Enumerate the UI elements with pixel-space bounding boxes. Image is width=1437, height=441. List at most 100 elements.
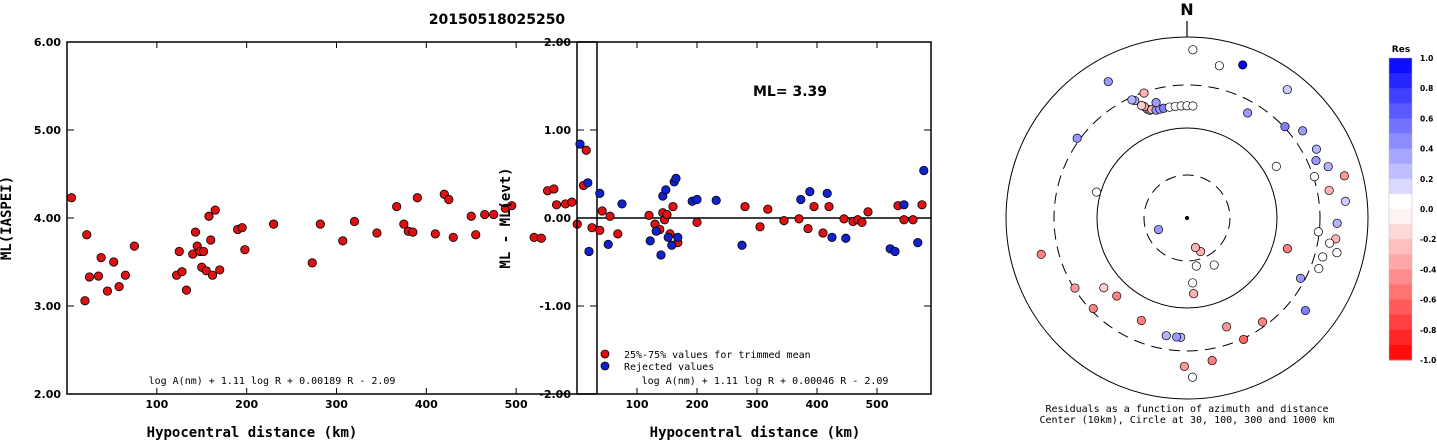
trimmed-residual-point: [899, 215, 909, 225]
ml-vs-distance-ytick-label: 4.00: [34, 212, 61, 225]
rejected-residual-point: [711, 195, 721, 205]
trimmed-residual-point: [613, 229, 623, 239]
residual-vs-distance-xlabel: Hypocentral distance (km): [650, 425, 861, 441]
ml-data-point: [536, 233, 546, 243]
residual-vs-distance-panel: 100 200 300 400 500 -2.00 -1.00 0.00 1.00 2.00 ML…: [498, 36, 932, 441]
colorbar-tick-label: -1.0: [1420, 356, 1436, 365]
ml-vs-distance-plot-frame: [66, 41, 598, 395]
ml-data-point: [215, 265, 225, 275]
colorbar-tick-label: -0.2: [1420, 235, 1436, 244]
ml-vs-distance-points: [66, 145, 591, 306]
ml-data-point: [201, 266, 211, 276]
ml-data-point: [480, 209, 490, 220]
north-label: N: [1180, 0, 1193, 19]
ml-data-point: [93, 271, 104, 281]
trimmed-residual-point: [597, 206, 607, 216]
azimuth-residual-point: [1238, 60, 1248, 70]
azimuth-residual-point: [1188, 45, 1198, 55]
colorbar-cell: [1389, 314, 1412, 331]
azimuth-residual-point: [1036, 249, 1046, 259]
ml-data-point: [551, 200, 562, 210]
ring-1000km: [1005, 36, 1369, 400]
rejected-residual-point: [661, 185, 671, 195]
rejected-residual-point: [656, 250, 666, 260]
ml-data-point: [399, 219, 409, 229]
ml-data-point: [392, 201, 402, 212]
trimmed-residual-point: [755, 222, 765, 232]
azimuth-residual-point: [1136, 315, 1146, 326]
azimuth-residual-point: [1070, 283, 1080, 293]
colorbar-cell: [1389, 329, 1412, 346]
azimuth-residual-point: [1103, 77, 1113, 87]
rejected-residual-point: [827, 232, 837, 242]
azimuth-residual-point: [1188, 101, 1198, 111]
colorbar-tick-label: 0.8: [1420, 84, 1433, 93]
residual-vs-distance-xtick-label: 100: [626, 398, 649, 411]
residual-vs-distance-ytick-label: 2.00: [544, 36, 571, 49]
trimmed-residual-point: [587, 223, 597, 233]
azimuth-residual-point: [1207, 356, 1217, 366]
azimuth-residual-point: [1332, 218, 1342, 228]
rejected-residual-point: [667, 240, 677, 250]
azimuth-residual-point: [1280, 122, 1290, 132]
colorbar-cell: [1389, 118, 1412, 134]
colorbar-cell: [1389, 299, 1412, 316]
residual-vs-distance-ylabel: ML - ML(evt): [498, 167, 514, 268]
azimuth-residual-point: [1088, 303, 1098, 314]
trimmed-residual-point: [779, 216, 789, 226]
colorbar-tick-label: 0.4: [1420, 145, 1433, 154]
trimmed-residual-point: [809, 201, 819, 212]
azimuth-residual-point: [1139, 88, 1149, 98]
residual-vs-distance-ytick-label: -2.00: [539, 388, 571, 401]
azimuth-residual-point: [1127, 95, 1137, 105]
azimuth-residual-point: [1318, 252, 1328, 262]
ml-vs-distance-xtick-label: 200: [235, 398, 258, 411]
rejected-residual-point: [737, 240, 747, 250]
azimuth-residual-point: [1313, 227, 1323, 237]
trimmed-residual-point: [595, 225, 605, 235]
ml-data-point: [581, 145, 591, 155]
colorbar-cell: [1389, 193, 1412, 210]
rejected-residual-point: [805, 187, 815, 197]
colorbar-cell: [1389, 344, 1412, 361]
rejected-residual-point: [822, 188, 832, 198]
rejected-residual-point: [796, 194, 806, 205]
azimuth-residual-point: [1282, 85, 1292, 95]
trimmed-residual-point: [644, 210, 654, 220]
azimuth-residual-point: [1179, 361, 1189, 371]
ml-data-point: [102, 286, 113, 296]
trimmed-residual-point: [692, 217, 702, 227]
trimmed-residual-point: [740, 201, 750, 212]
rejected-residual-point: [617, 199, 627, 209]
colorbar-tick-label: 1.0: [1420, 54, 1433, 63]
ml-data-point: [120, 270, 130, 280]
azimuth-residual-point: [1323, 162, 1333, 172]
ring-100km: [1096, 127, 1278, 309]
trimmed-residual-point: [824, 201, 834, 212]
trimmed-residual-point: [668, 201, 678, 212]
residual-colorbar: Res 1.0 0.8 0.6 0.4 0.2 0.0 -0.2 -0.4 -0.6 -0.8 -1…: [1388, 45, 1436, 365]
ml-vs-distance-xtick-label: 500: [505, 398, 528, 411]
ml-data-point: [177, 267, 187, 277]
azimuth-residual-point: [1314, 264, 1324, 274]
ml-data-point: [66, 193, 77, 203]
ml-data-point: [349, 216, 360, 227]
colorbar-cell: [1389, 239, 1412, 255]
rejected-residual-point: [673, 232, 683, 242]
rejected-residual-point: [645, 236, 655, 246]
ml-data-point: [109, 257, 119, 267]
ml-event-annotation: ML= 3.39: [753, 84, 827, 100]
residual-formula: log A(nm) + 1.11 log R + 0.00046 R - 2.0…: [642, 376, 889, 387]
azimuth-residual-point: [1112, 291, 1122, 301]
legend-marker-rejected: [600, 361, 610, 371]
ml-data-point: [198, 246, 209, 257]
ml-data-point: [96, 253, 106, 263]
colorbar-cell: [1389, 133, 1412, 150]
event-id-title: 20150518025250: [429, 12, 566, 28]
colorbar-cell: [1389, 254, 1412, 270]
trimmed-residual-point: [803, 223, 813, 234]
rejected-residual-point: [575, 139, 585, 149]
ml-data-point: [190, 227, 201, 237]
trimmed-residual-point: [662, 209, 672, 220]
ml-data-point: [240, 245, 250, 255]
